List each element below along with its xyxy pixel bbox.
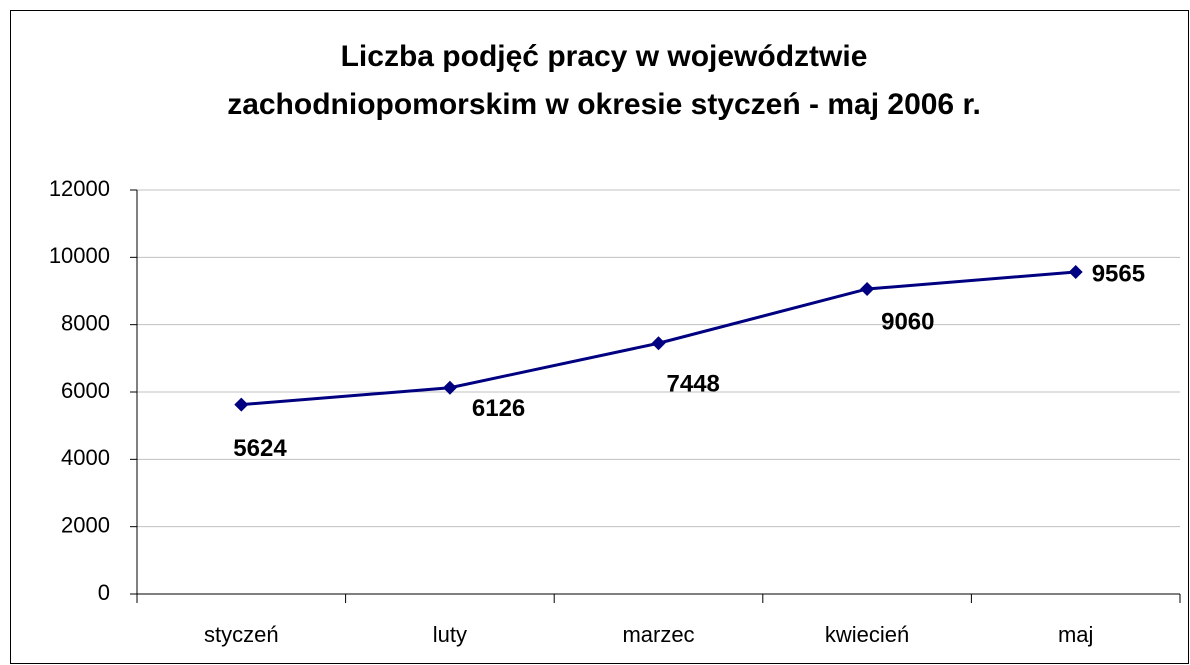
chart-title: zachodniopomorskim w okresie styczeń - m… [227, 88, 981, 121]
y-tick-label: 12000 [49, 176, 110, 201]
x-tick-label: marzec [622, 622, 694, 647]
data-label: 7448 [667, 371, 720, 398]
data-label: 6126 [472, 395, 525, 422]
y-tick-label: 2000 [61, 512, 110, 537]
marker [234, 397, 249, 412]
y-tick-label: 10000 [49, 243, 110, 268]
x-tick-label: maj [1058, 622, 1093, 647]
data-label: 9565 [1092, 260, 1145, 287]
marker [651, 336, 666, 351]
data-label: 9060 [881, 308, 934, 335]
x-tick-label: kwiecień [825, 622, 909, 647]
marker [1068, 264, 1083, 279]
x-tick-label: luty [433, 622, 467, 647]
chart-title: Liczba podjęć pracy w województwie [341, 40, 868, 73]
y-tick-label: 8000 [61, 310, 110, 335]
y-tick-label: 6000 [61, 378, 110, 403]
y-tick-label: 0 [98, 580, 110, 605]
chart-frame [10, 10, 1189, 664]
y-tick-label: 4000 [61, 445, 110, 470]
x-tick-label: styczeń [204, 622, 279, 647]
marker [442, 380, 457, 395]
data-label: 5624 [233, 435, 287, 462]
marker [860, 281, 875, 296]
